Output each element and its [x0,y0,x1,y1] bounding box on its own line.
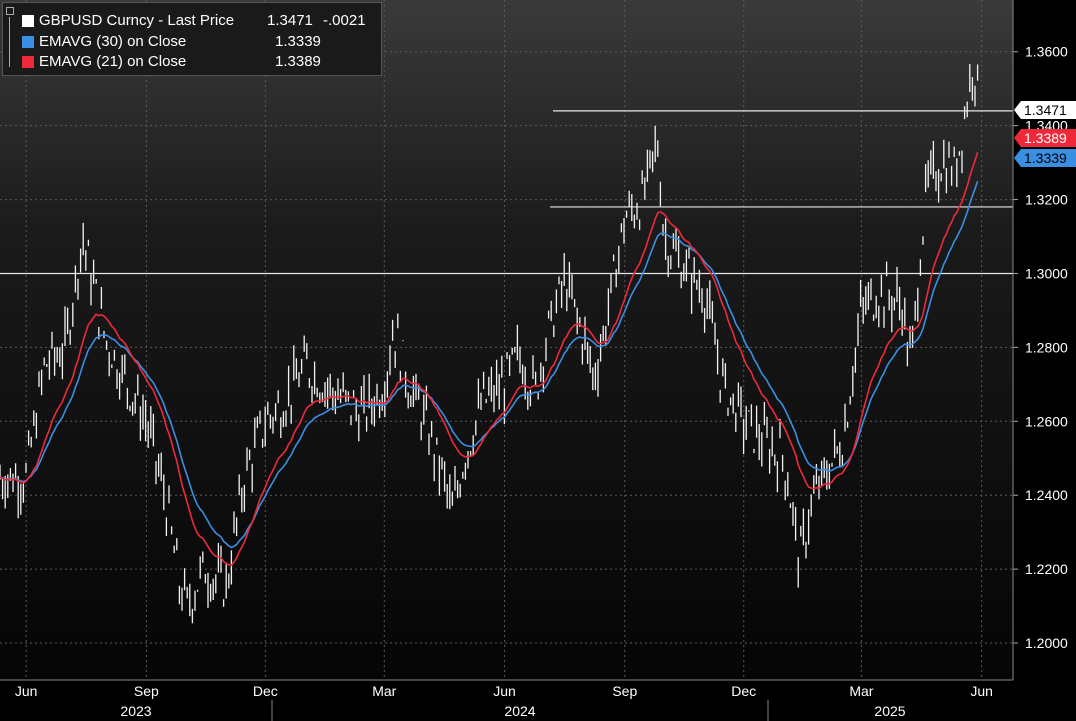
price-bars [0,64,979,624]
last-price-tag: 1.3471 [1014,101,1076,119]
x-tick-label: Dec [731,683,756,699]
x-year-label: 2025 [874,703,905,719]
y-tick-label: 1.3600 [1025,44,1068,60]
last-price-tag-label: 1.3471 [1024,102,1067,118]
ema21-tag-shape [1014,129,1076,147]
legend-value: 1.3339 [275,33,321,50]
axis-background [1013,0,1076,721]
last-price-tag-shape [1014,101,1076,119]
value-tags: 1.3471 1.3389 1.3339 [1014,101,1076,167]
y-tick-label: 1.3000 [1025,265,1068,281]
x-tick-label: Jun [493,683,516,699]
x-year-label: 2024 [504,703,535,719]
y-tick-label: 1.2400 [1025,487,1068,503]
y-tick-label: 1.2600 [1025,413,1068,429]
ema21-line [0,152,979,567]
y-tick-label: 1.2000 [1025,635,1068,651]
price-series [0,64,979,624]
legend-name: EMAVG (21) on Close [39,53,187,70]
collapse-icon[interactable] [6,7,14,15]
x-year-label: 2023 [120,703,151,719]
x-tick-label: Jun [970,683,993,699]
legend-swatch-ema21 [22,56,34,68]
legend-bracket [9,17,10,67]
y-tick-label: 1.2200 [1025,561,1068,577]
ema30-tag-shape [1014,149,1076,167]
legend-swatch-ema30 [22,36,34,48]
y-tick-label: 1.3200 [1025,192,1068,208]
xaxis-background [0,680,1013,721]
legend: GBPUSD Curncy - Last Price 1.3471 -.0021… [2,2,382,76]
ema30-tag: 1.3339 [1014,149,1076,167]
x-tick-label: Jun [15,683,38,699]
legend-name: EMAVG (30) on Close [39,33,187,50]
x-tick-label: Dec [253,683,278,699]
ema-series [0,152,979,567]
legend-swatch-price [22,15,34,27]
legend-value: 1.3471 [267,12,313,29]
plot-background [0,0,1013,680]
legend-change: -.0021 [323,12,366,29]
ema21-tag-label: 1.3389 [1024,130,1067,146]
horizontal-levels [0,110,1013,275]
ema21-tag: 1.3389 [1014,129,1076,147]
y-tick-label: 1.2800 [1025,339,1068,355]
x-tick-label: Sep [612,683,637,699]
ema30-tag-label: 1.3339 [1024,150,1067,166]
x-tick-label: Mar [849,683,873,699]
legend-value: 1.3389 [275,53,321,70]
legend-name: GBPUSD Curncy - Last Price [39,12,235,29]
x-axis: Jun Sep Dec Mar Jun Sep Dec Mar Jun 2023 2024 2025 [0,679,1013,721]
grid [0,0,1013,680]
x-tick-label: Mar [372,683,396,699]
x-tick-label: Sep [134,683,159,699]
